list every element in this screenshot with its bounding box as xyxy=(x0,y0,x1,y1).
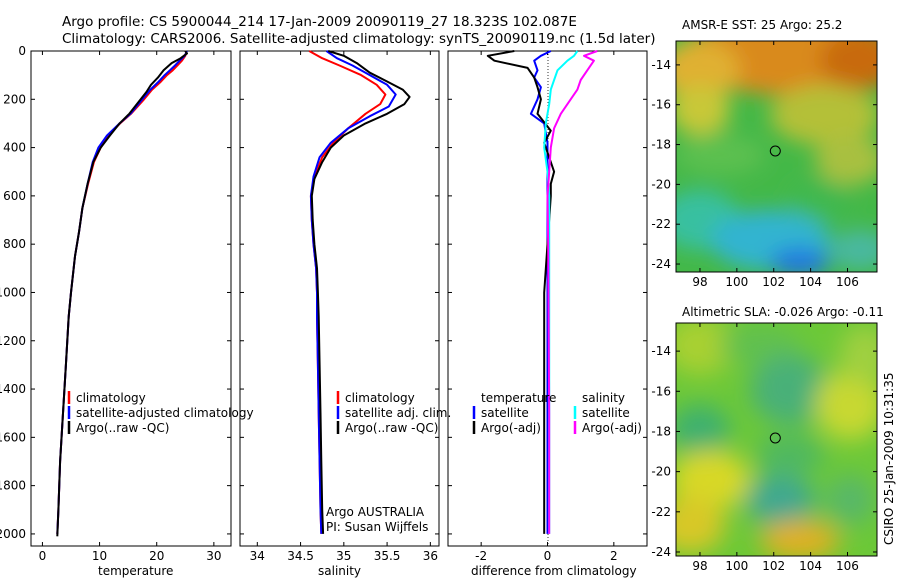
temperature-axis-ticks: 0 10 20 30 0 200 400 600 800 1000 1200 1400 1600 1800… xyxy=(0,44,231,563)
y-tick-label: 1200 xyxy=(0,334,26,348)
temperature-legend: climatology satellite-adjusted climatolo… xyxy=(67,391,254,435)
series-line-satellite-adj-clim xyxy=(309,50,397,534)
map-y-tick-label: -16 xyxy=(651,98,671,112)
map-y-tick-label: -20 xyxy=(651,177,671,191)
salinity-xlabel: salinity xyxy=(318,564,361,578)
argo-float-position-marker xyxy=(769,432,781,444)
map-y-tick-label: -18 xyxy=(651,138,671,152)
y-tick-label: 200 xyxy=(3,92,26,106)
series-line-satellite-adjusted-climatology xyxy=(56,50,188,534)
salinity-annotation-pi: PI: Susan Wijffels xyxy=(326,520,428,534)
map-x-tick-label: 100 xyxy=(725,275,748,289)
x-tick-label: 2 xyxy=(610,549,618,563)
sla-map-title: Altimetric SLA: -0.026 Argo: -0.11 xyxy=(682,305,884,319)
series-line-temperature-argo-adj xyxy=(486,50,556,534)
sla-map-panel: Altimetric SLA: -0.026 Argo: -0.11 98 100… xyxy=(651,305,884,573)
sst-map-title: AMSR-E SST: 25 Argo: 25.2 xyxy=(682,18,842,32)
sst-heatmap-field xyxy=(676,41,877,272)
map-y-tick-label: -24 xyxy=(651,257,671,271)
difference-axis-ticks: -2 0 2 xyxy=(448,50,647,563)
legend-label-climatology: climatology xyxy=(76,391,146,405)
series-line-argo-raw-qc xyxy=(56,50,188,537)
map-y-tick-label: -22 xyxy=(651,505,671,519)
map-x-tick-label: 98 xyxy=(692,275,707,289)
map-y-tick-label: -14 xyxy=(651,58,671,72)
argo-float-position-marker xyxy=(769,145,781,157)
temperature-panel: 0 10 20 30 0 200 400 600 800 1000 1200 1400 1600 1800… xyxy=(0,44,254,578)
y-tick-label: 0 xyxy=(18,44,26,58)
temperature-series xyxy=(56,50,188,537)
salinity-legend: climatology satellite adj. clim. Argo(..… xyxy=(336,391,451,435)
sla-heatmap-field xyxy=(676,323,877,556)
series-line-climatology xyxy=(56,50,188,534)
difference-xlabel: difference from climatology xyxy=(471,564,637,578)
x-tick-label: 34.5 xyxy=(287,549,314,563)
sst-map-panel: AMSR-E SST: 25 Argo: 25.2 98 100 102 104 106… xyxy=(651,18,878,289)
salinity-panel: 34 34.5 35 35.5 36 salinity climatology sate… xyxy=(239,50,451,578)
y-tick-label: 600 xyxy=(3,189,26,203)
difference-panel: -2 0 2 difference from climatology tempera… xyxy=(447,50,648,578)
map-y-tick-label: -22 xyxy=(651,217,671,231)
x-tick-label: 10 xyxy=(92,549,107,563)
legend-header-salinity: salinity xyxy=(582,391,625,405)
map-y-tick-label: -20 xyxy=(651,465,671,479)
map-x-tick-label: 100 xyxy=(725,559,748,573)
side-timestamp-label: CSIRO 25-Jan-2009 10:31:35 xyxy=(882,373,896,545)
legend-label-satellite-adj: satellite adj. clim. xyxy=(345,406,451,420)
y-tick-label: 1600 xyxy=(0,430,26,444)
legend-label-temp-satellite: satellite xyxy=(481,406,529,420)
salinity-axes-frame xyxy=(239,50,440,547)
series-line-argo-raw-qc xyxy=(310,50,411,534)
legend-label-satellite-adjusted: satellite-adjusted climatology xyxy=(76,406,254,420)
y-tick-label: 2000 xyxy=(0,527,26,541)
salinity-annotation-argo: Argo AUSTRALIA xyxy=(326,505,425,519)
temperature-xlabel: temperature xyxy=(98,564,173,578)
x-tick-label: 30 xyxy=(206,549,221,563)
header-line-1: Argo profile: CS 5900044_214 17-Jan-2009… xyxy=(62,14,577,30)
y-tick-label: 1000 xyxy=(0,285,26,299)
x-tick-label: 36 xyxy=(423,549,438,563)
map-y-tick-label: -24 xyxy=(651,545,671,559)
map-y-tick-label: -18 xyxy=(651,424,671,438)
map-x-tick-label: 106 xyxy=(836,275,859,289)
x-tick-label: 20 xyxy=(149,549,164,563)
salinity-series xyxy=(308,50,411,534)
x-tick-label: 35.5 xyxy=(374,549,401,563)
legend-header-temperature: temperature xyxy=(481,391,556,405)
map-y-tick-label: -14 xyxy=(651,344,671,358)
difference-legend: temperature salinity satellite Argo(-adj… xyxy=(472,391,642,435)
temperature-axes-frame xyxy=(30,50,232,547)
sst-map-axis-ticks: 98 100 102 104 106 -14 -16 -18 -20 -22 -24 xyxy=(651,41,877,289)
header-line-2: Climatology: CARS2006. Satellite-adjuste… xyxy=(62,31,655,47)
map-x-tick-label: 104 xyxy=(799,275,822,289)
series-line-salinity-argo-adj xyxy=(546,50,598,534)
map-x-tick-label: 98 xyxy=(692,559,707,573)
legend-label-temp-argo: Argo(-adj) xyxy=(481,421,541,435)
y-tick-label: 800 xyxy=(3,237,26,251)
map-x-tick-label: 106 xyxy=(836,559,859,573)
y-tick-label: 1400 xyxy=(0,382,26,396)
map-x-tick-label: 104 xyxy=(799,559,822,573)
map-y-tick-label: -16 xyxy=(651,384,671,398)
legend-label-sal-argo: Argo(-adj) xyxy=(582,421,642,435)
x-tick-label: -2 xyxy=(475,549,487,563)
y-tick-label: 400 xyxy=(3,141,26,155)
x-tick-label: 0 xyxy=(544,549,552,563)
sla-map-frame xyxy=(675,322,878,557)
sla-map-axis-ticks: 98 100 102 104 106 -14 -16 -18 -20 -22 -24 xyxy=(651,323,877,573)
legend-label-sal-satellite: satellite xyxy=(582,406,630,420)
salinity-axis-ticks: 34 34.5 35 35.5 36 xyxy=(240,50,439,563)
x-tick-label: 35 xyxy=(336,549,351,563)
legend-label-argo: Argo(..raw -QC) xyxy=(76,421,169,435)
map-x-tick-label: 102 xyxy=(762,275,785,289)
difference-series xyxy=(486,50,598,534)
map-x-tick-label: 102 xyxy=(762,559,785,573)
y-tick-label: 1800 xyxy=(0,479,26,493)
legend-label-climatology: climatology xyxy=(345,391,415,405)
x-tick-label: 0 xyxy=(39,549,47,563)
sst-map-frame xyxy=(675,40,878,273)
x-tick-label: 34 xyxy=(250,549,265,563)
legend-label-argo: Argo(..raw -QC) xyxy=(345,421,438,435)
